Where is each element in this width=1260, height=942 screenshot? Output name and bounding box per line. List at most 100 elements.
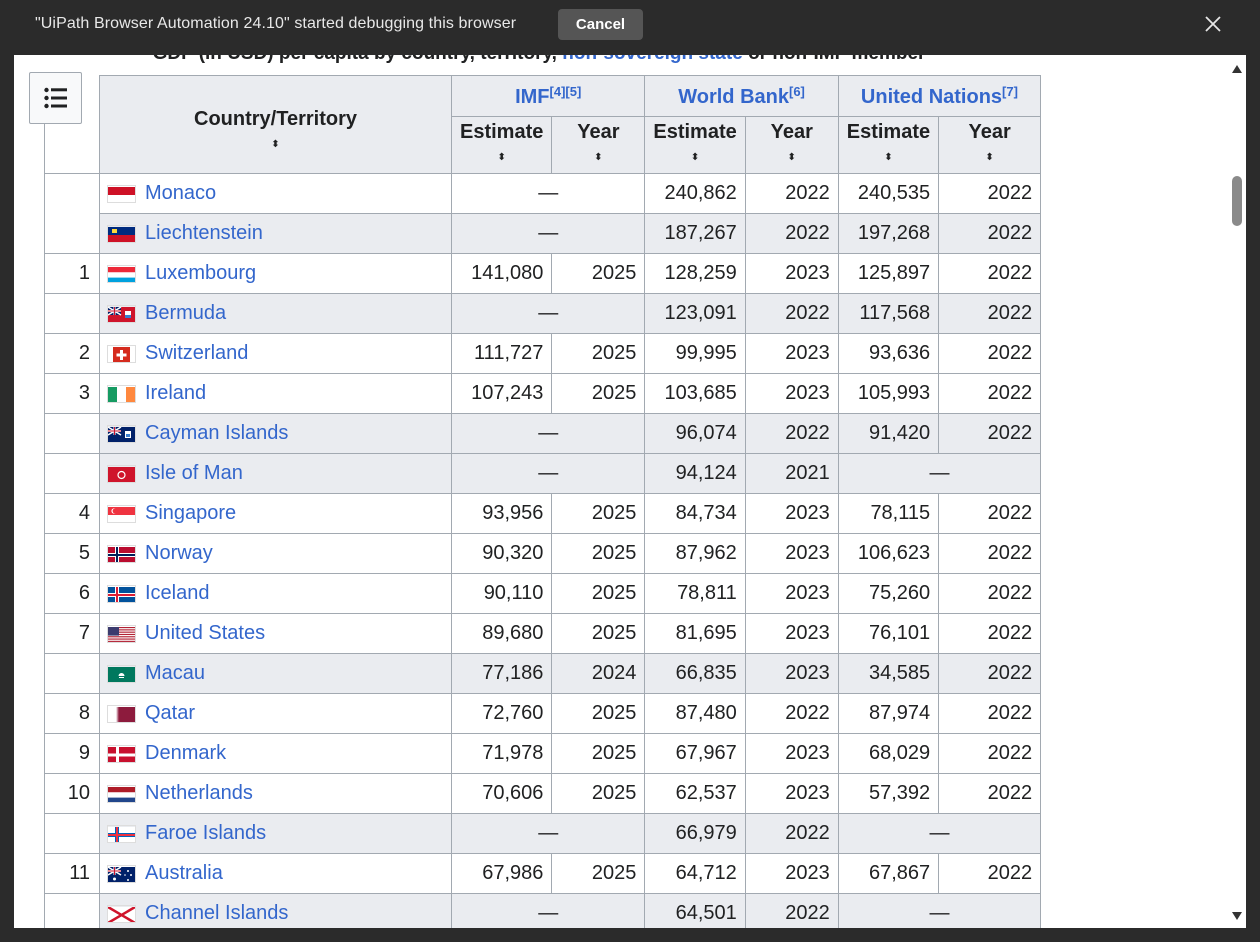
singapore-flag-icon[interactable] bbox=[108, 506, 135, 522]
qatar-flag-icon[interactable] bbox=[108, 706, 135, 722]
table-of-contents-button[interactable] bbox=[29, 72, 82, 124]
imf-estimate-header[interactable]: Estimate ⬍ bbox=[450, 116, 553, 174]
country-link[interactable]: Denmark bbox=[145, 742, 227, 764]
faroe-flag-icon[interactable] bbox=[108, 826, 135, 842]
country-link[interactable]: Qatar bbox=[145, 702, 196, 724]
usa-flag-icon[interactable] bbox=[108, 626, 135, 642]
wb-estimate-cell: 66,979 bbox=[644, 813, 746, 854]
sort-icon[interactable]: ⬍ bbox=[787, 152, 796, 163]
imf-no-data-cell: — bbox=[450, 453, 646, 494]
imf-year-cell: 2025 bbox=[551, 733, 646, 774]
wb-estimate-header[interactable]: Estimate ⬍ bbox=[644, 116, 746, 174]
country-link[interactable]: Liechtenstein bbox=[145, 222, 263, 244]
bermuda-flag-icon[interactable] bbox=[108, 305, 135, 322]
table-row: 10 Netherlands 70,606 2025 62,537 2023 57,392 2… bbox=[44, 773, 1042, 814]
un-year-header[interactable]: Year ⬍ bbox=[938, 116, 1042, 174]
liechtenstein-flag-icon[interactable] bbox=[108, 226, 135, 242]
country-link[interactable]: Australia bbox=[145, 862, 223, 884]
australia-flag-icon[interactable] bbox=[108, 865, 135, 882]
table-row: 8 Qatar 72,760 2025 87,480 2022 87,974 2022 bbox=[44, 693, 1042, 734]
header-label: Estimate bbox=[653, 121, 737, 143]
country-link[interactable]: Switzerland bbox=[145, 342, 249, 364]
country-link[interactable]: Norway bbox=[145, 542, 213, 564]
united-nations-group-header: United Nations[7] bbox=[837, 75, 1042, 117]
country-cell: United States bbox=[99, 613, 452, 654]
country-link[interactable]: Monaco bbox=[145, 182, 217, 204]
imf-link[interactable]: IMF bbox=[515, 85, 550, 108]
world-bank-link[interactable]: World Bank bbox=[678, 85, 789, 108]
caption-text-after: or non-IMF member bbox=[748, 55, 925, 64]
switzerland-flag-icon[interactable] bbox=[108, 346, 135, 362]
iceland-flag-icon[interactable] bbox=[108, 586, 135, 602]
country-link[interactable]: Netherlands bbox=[145, 782, 253, 804]
imf-estimate-cell: 141,080 bbox=[450, 253, 553, 294]
sort-icon[interactable]: ⬍ bbox=[884, 152, 893, 163]
un-estimate-cell: 93,636 bbox=[837, 333, 940, 374]
netherlands-flag-icon[interactable] bbox=[108, 786, 135, 802]
cayman-flag-icon[interactable] bbox=[108, 425, 135, 442]
luxembourg-flag-icon[interactable] bbox=[108, 266, 135, 282]
country-link[interactable]: Isle of Man bbox=[145, 462, 243, 484]
un-estimate-cell: 91,420 bbox=[837, 413, 940, 454]
sort-icon[interactable]: ⬍ bbox=[594, 152, 603, 163]
isleofman-flag-icon[interactable] bbox=[108, 466, 135, 482]
monaco-flag-icon[interactable] bbox=[108, 186, 135, 202]
denmark-flag-icon[interactable] bbox=[108, 746, 135, 762]
rank-cell bbox=[44, 813, 100, 854]
macau-flag-icon[interactable] bbox=[108, 666, 135, 682]
country-link[interactable]: United States bbox=[145, 622, 266, 644]
wb-year-cell: 2023 bbox=[744, 373, 839, 414]
norway-flag-icon[interactable] bbox=[108, 546, 135, 562]
country-header[interactable]: Country/Territory ⬍ bbox=[99, 75, 452, 174]
un-estimate-cell: 106,623 bbox=[837, 533, 940, 574]
scroll-down-arrow-icon[interactable] bbox=[1232, 912, 1242, 920]
united-nations-link[interactable]: United Nations bbox=[860, 85, 1003, 108]
country-link[interactable]: Macau bbox=[145, 662, 206, 684]
table-row: 3 Ireland 107,243 2025 103,685 2023 105,993 202… bbox=[44, 373, 1042, 414]
imf-group-header: IMF[4][5] bbox=[450, 75, 646, 117]
rank-cell: 8 bbox=[44, 693, 100, 734]
rank-cell: 3 bbox=[44, 373, 100, 414]
world-bank-refs[interactable]: [6] bbox=[789, 83, 805, 99]
wb-estimate-cell: 81,695 bbox=[644, 613, 746, 654]
imf-year-cell: 2025 bbox=[551, 693, 646, 734]
country-link[interactable]: Luxembourg bbox=[145, 262, 257, 284]
rank-cell bbox=[44, 213, 100, 254]
un-year-cell: 2022 bbox=[938, 253, 1042, 294]
sort-icon[interactable]: ⬍ bbox=[271, 139, 280, 150]
imf-year-header[interactable]: Year ⬍ bbox=[551, 116, 646, 174]
wb-estimate-cell: 78,811 bbox=[644, 573, 746, 614]
country-link[interactable]: Bermuda bbox=[145, 302, 227, 324]
sort-icon[interactable]: ⬍ bbox=[690, 152, 700, 163]
imf-estimate-cell: 107,243 bbox=[450, 373, 553, 414]
united-nations-refs[interactable]: [7] bbox=[1002, 83, 1018, 99]
caption-link-non-sovereign-state[interactable]: non-sovereign state bbox=[562, 55, 743, 64]
sort-icon[interactable]: ⬍ bbox=[985, 152, 994, 163]
header-label: Estimate bbox=[846, 121, 931, 143]
sort-icon[interactable]: ⬍ bbox=[497, 152, 506, 163]
country-link[interactable]: Channel Islands bbox=[145, 902, 289, 924]
country-link[interactable]: Iceland bbox=[145, 582, 210, 604]
un-no-data-cell: — bbox=[837, 453, 1042, 494]
scroll-thumb[interactable] bbox=[1232, 176, 1242, 226]
close-icon[interactable] bbox=[1200, 11, 1226, 37]
country-link[interactable]: Singapore bbox=[145, 502, 237, 524]
imf-estimate-cell: 67,986 bbox=[450, 853, 553, 894]
scroll-up-arrow-icon[interactable] bbox=[1232, 65, 1242, 73]
rank-cell: 2 bbox=[44, 333, 100, 374]
country-link[interactable]: Faroe Islands bbox=[145, 822, 267, 844]
imf-refs[interactable]: [4][5] bbox=[549, 83, 582, 99]
wb-year-cell: 2023 bbox=[744, 613, 839, 654]
cancel-debug-button[interactable]: Cancel bbox=[558, 9, 643, 40]
country-link[interactable]: Ireland bbox=[145, 382, 207, 404]
imf-estimate-cell: 89,680 bbox=[450, 613, 553, 654]
country-cell: Qatar bbox=[99, 693, 452, 734]
wb-year-header[interactable]: Year ⬍ bbox=[744, 116, 839, 174]
vertical-scrollbar[interactable] bbox=[1229, 55, 1246, 928]
channel-flag-icon[interactable] bbox=[108, 905, 135, 922]
un-estimate-header[interactable]: Estimate ⬍ bbox=[837, 116, 940, 174]
imf-no-data-cell: — bbox=[450, 173, 646, 214]
ireland-flag-icon[interactable] bbox=[108, 386, 135, 402]
country-link[interactable]: Cayman Islands bbox=[145, 422, 289, 444]
wb-estimate-cell: 67,967 bbox=[644, 733, 746, 774]
